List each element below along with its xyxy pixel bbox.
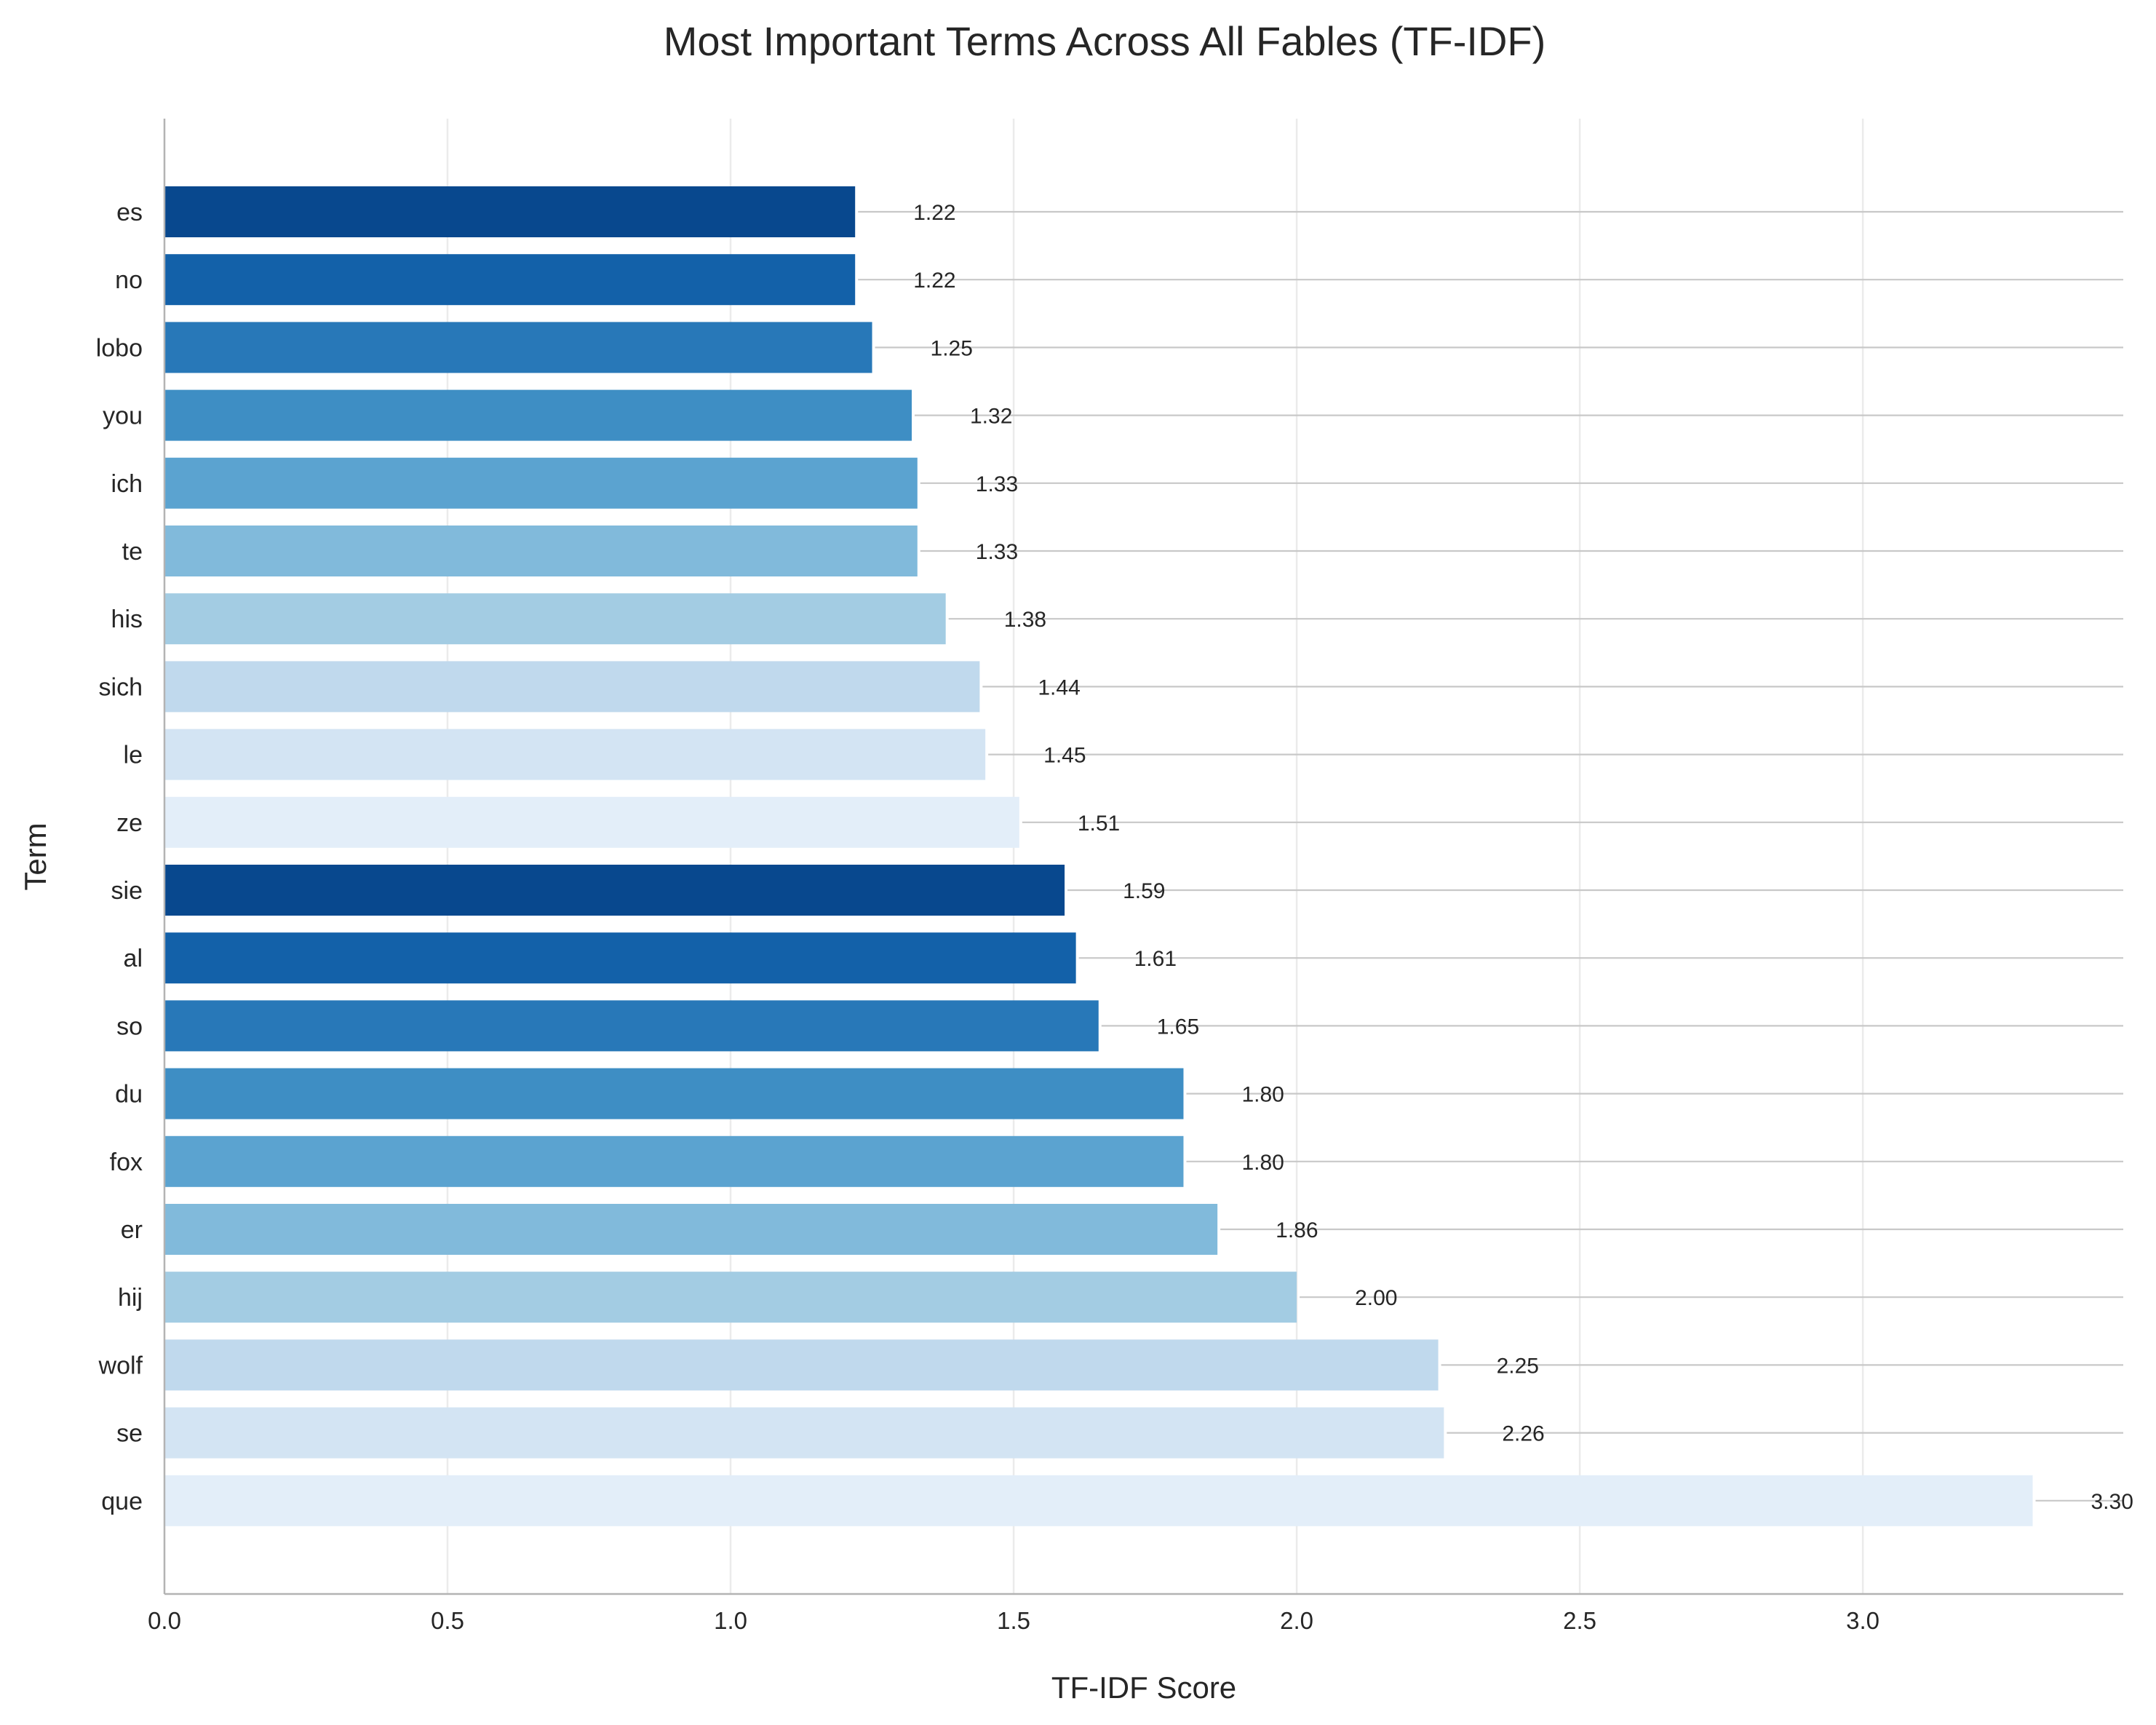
chart-title: Most Important Terms Across All Fables (… (664, 18, 1546, 64)
bar-value-label: 1.33 (976, 540, 1018, 564)
y-tick-label: wolf (98, 1352, 143, 1379)
y-tick-label: so (116, 1012, 143, 1040)
y-tick-label: er (121, 1216, 143, 1244)
y-tick-label: ich (111, 470, 143, 498)
bar-value-label: 1.25 (931, 336, 973, 360)
bar-value-label: 2.26 (1502, 1422, 1544, 1446)
bar (164, 186, 856, 237)
x-tick-label: 1.0 (714, 1607, 747, 1634)
y-tick-label: se (116, 1420, 143, 1448)
bar-value-label: 1.32 (970, 405, 1012, 429)
y-tick-label: te (122, 538, 143, 566)
bar-value-label: 2.00 (1355, 1286, 1397, 1310)
bar (164, 729, 986, 780)
bar (164, 254, 856, 306)
y-tick-label: al (124, 945, 143, 972)
x-tick-labels: 0.0 0.5 1.0 1.5 2.0 2.5 3.0 (148, 1607, 1879, 1634)
bar-value-label: 1.80 (1241, 1083, 1284, 1107)
bar-value-label: 1.22 (913, 269, 955, 293)
y-tick-label: hij (118, 1284, 143, 1312)
value-labels: 1.22 1.22 1.25 1.32 1.33 1.33 1.38 1.44 1.45 1.51… (913, 201, 2133, 1514)
bar (164, 389, 912, 441)
bar-value-label: 1.86 (1276, 1218, 1318, 1242)
bar (164, 865, 1065, 916)
bar-value-label: 1.45 (1043, 744, 1086, 768)
bar-value-label: 1.51 (1078, 812, 1120, 836)
bar (164, 1475, 2033, 1526)
x-tick-label: 0.5 (431, 1607, 464, 1634)
y-tick-label: fox (110, 1149, 143, 1176)
bar-value-label: 1.38 (1004, 608, 1046, 632)
bar (164, 1068, 1184, 1119)
y-tick-label: sie (111, 877, 143, 905)
x-axis-label: TF-IDF Score (1051, 1670, 1236, 1705)
x-tick-label: 3.0 (1846, 1607, 1879, 1634)
bar-value-label: 2.25 (1497, 1354, 1539, 1378)
y-tick-label: le (124, 742, 143, 769)
bar-value-label: 1.80 (1241, 1151, 1284, 1175)
y-tick-label: you (103, 402, 143, 430)
bar (164, 661, 980, 713)
y-tick-label: no (115, 266, 143, 294)
bar (164, 457, 918, 509)
bar-guide-lines (858, 210, 2123, 1502)
x-tick-label: 2.5 (1563, 1607, 1596, 1634)
bar (164, 796, 1019, 848)
bar (164, 1272, 1297, 1323)
bar (164, 1339, 1439, 1391)
y-axis-label: Term (18, 822, 52, 890)
bar (164, 1204, 1218, 1255)
bar (164, 1135, 1184, 1187)
y-tick-label: ze (116, 809, 143, 837)
x-tick-label: 2.0 (1280, 1607, 1313, 1634)
x-tick-label: 1.5 (997, 1607, 1030, 1634)
bar (164, 932, 1076, 984)
bar-value-label: 1.61 (1134, 947, 1177, 971)
x-tick-label: 0.0 (148, 1607, 181, 1634)
bar (164, 1000, 1099, 1052)
y-tick-label: sich (99, 673, 143, 701)
bar (164, 593, 946, 645)
bar-value-label: 1.59 (1123, 879, 1165, 903)
bar-value-label: 3.30 (2091, 1490, 2133, 1514)
bar (164, 526, 918, 576)
y-tick-label: es (116, 199, 143, 226)
bar (164, 1407, 1444, 1459)
bar-value-label: 1.22 (913, 201, 955, 225)
bars (164, 186, 2033, 1526)
y-tick-label: lobo (96, 334, 143, 362)
y-tick-label: his (111, 606, 143, 633)
y-tick-label: du (115, 1081, 143, 1109)
bar-value-label: 1.44 (1038, 675, 1080, 699)
bar-value-label: 1.65 (1157, 1015, 1199, 1039)
bar-value-label: 1.33 (976, 472, 1018, 496)
y-tick-labels: es no lobo you ich te his sich le ze sie al so du fox e… (96, 199, 143, 1515)
bar (164, 322, 872, 373)
y-tick-label: que (101, 1488, 143, 1515)
